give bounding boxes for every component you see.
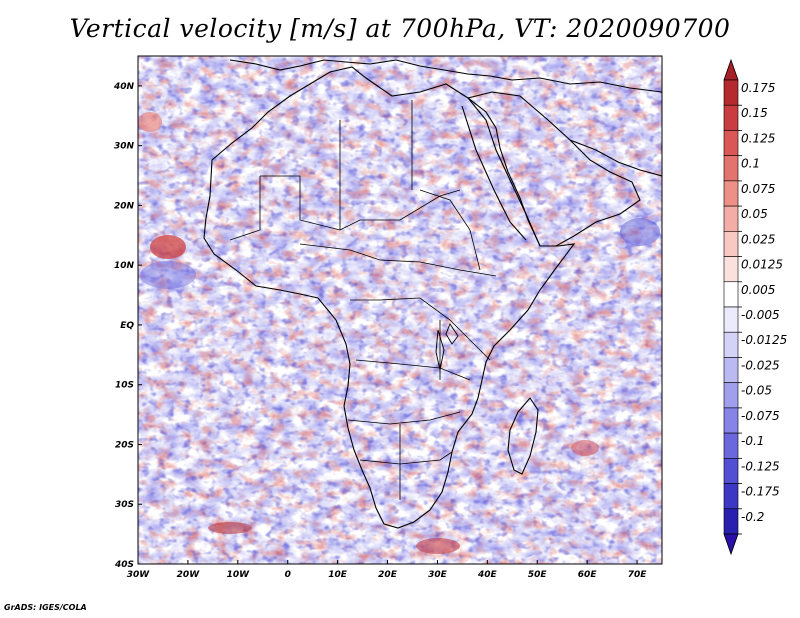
colorbar-swatch: [723, 231, 739, 257]
colorbar-swatch: [723, 155, 739, 182]
lon-tick-label: 70E: [628, 570, 648, 580]
lon-tick-label: 10E: [328, 570, 348, 580]
colorbar-swatch: [723, 508, 739, 535]
colorbar-label: 0.05: [741, 207, 768, 221]
lon-tick-label: 20W: [177, 570, 201, 580]
colorbar-swatch: [723, 104, 739, 131]
colorbar-swatch: [723, 79, 739, 106]
lon-tick-label: 0: [285, 570, 291, 580]
lat-tick-label: 20N: [114, 201, 135, 211]
colorbar-swatch: [723, 432, 739, 459]
grads-credit: GrADS: IGES/COLA: [4, 603, 87, 612]
colorbar-swatch: [723, 281, 739, 308]
lat-tick-label: 30S: [115, 500, 134, 510]
lon-tick-label: 30W: [127, 570, 151, 580]
colorbar-swatch: [723, 256, 739, 283]
colorbar: 0.175 0.15 0.125 0.1 0.075 0.05 0.025 0.0125 0.0…: [723, 58, 787, 556]
colorbar-label: -0.175: [741, 485, 780, 499]
colorbar-swatch: [723, 130, 739, 156]
colorbar-label: -0.125: [741, 459, 780, 473]
map-frame: [137, 55, 663, 565]
colorbar-swatch: [723, 306, 739, 333]
chart-title: Vertical velocity [m/s] at 700hPa, VT: 2…: [69, 14, 731, 43]
colorbar-label: -0.025: [741, 358, 780, 372]
colorbar-label: -0.0125: [741, 333, 787, 347]
lat-tick-label: 20S: [115, 440, 134, 450]
lon-tick-label: 30E: [428, 570, 448, 580]
lat-tick-label: 10S: [115, 381, 134, 391]
colorbar-swatch: [723, 205, 739, 232]
colorbar-label: -0.2: [741, 510, 764, 524]
colorbar-label: 0.025: [741, 232, 775, 246]
lat-tick-label: 40S: [114, 560, 134, 570]
colorbar-swatch: [723, 458, 739, 484]
colorbar-label: -0.005: [741, 308, 780, 322]
colorbar-label: 0.075: [741, 182, 775, 196]
colorbar-label: -0.075: [741, 409, 780, 423]
lat-tick-label: 30N: [114, 142, 135, 152]
lon-tick-label: 20E: [378, 570, 398, 580]
lat-tick-label: 40N: [113, 82, 135, 92]
coastline-outline: [203, 59, 662, 529]
map-axes: 30W 20W 10W 0 10E 20E 30E 40E 50E 60E 70E 40N 30N 20N…: [113, 82, 647, 580]
lat-tick-label: 10N: [114, 261, 135, 271]
colorbar-label: 0.005: [741, 283, 775, 297]
colorbar-swatch: [723, 331, 739, 358]
lon-tick-label: 50E: [528, 570, 548, 580]
colorbar-label: 0.125: [741, 131, 775, 145]
colorbar-swatch: [723, 382, 739, 409]
colorbar-swatch: [723, 483, 739, 510]
lon-tick-label: 40E: [477, 570, 498, 580]
lon-tick-label: 10W: [227, 570, 251, 580]
colorbar-min-arrow: [723, 533, 739, 556]
colorbar-swatch: [723, 407, 739, 434]
colorbar-swatch: [723, 180, 739, 207]
colorbar-label: -0.1: [741, 434, 764, 448]
lon-tick-label: 60E: [578, 570, 598, 580]
colorbar-label: 0.175: [741, 81, 775, 95]
colorbar-label: 0.15: [741, 106, 768, 120]
lat-tick-label: EQ: [120, 321, 134, 331]
colorbar-max-arrow: [723, 58, 739, 81]
colorbar-label: 0.1: [741, 157, 760, 171]
colorbar-swatch: [723, 357, 739, 383]
colorbar-label: -0.05: [741, 384, 772, 398]
colorbar-label: 0.0125: [741, 258, 783, 272]
